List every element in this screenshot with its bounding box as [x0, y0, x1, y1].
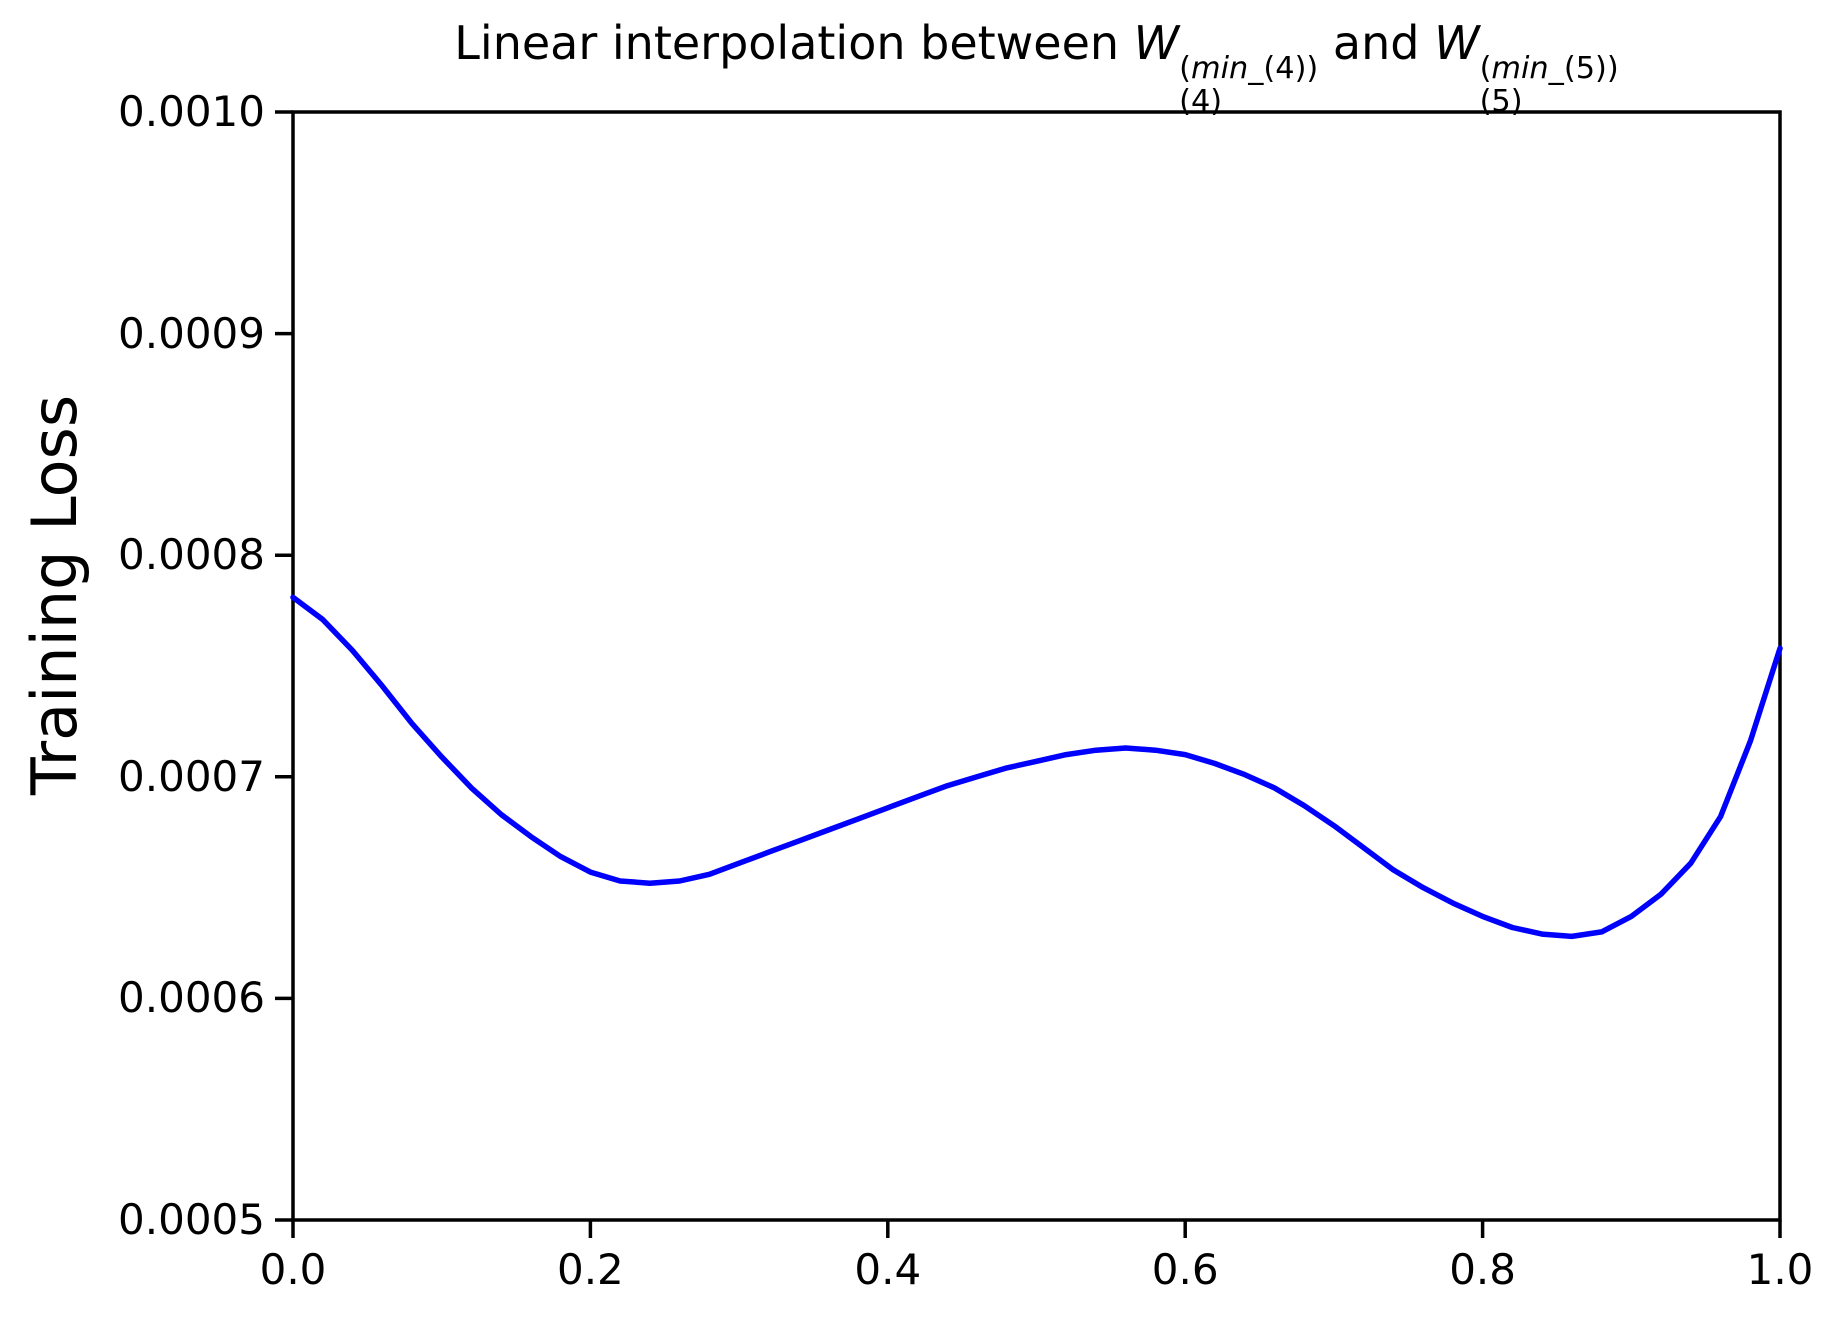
- title-w4-sub: (4): [1179, 83, 1223, 119]
- chart-title: Linear interpolation between W (min_(4))(…: [293, 18, 1780, 118]
- y-tick-label: 0.0009: [118, 308, 265, 358]
- title-w4-scripts: (min_(4)) (4): [1179, 50, 1319, 119]
- y-tick-label: 0.0007: [118, 751, 265, 801]
- axes-spines: [291, 110, 1782, 1222]
- title-w4-term: W (min_(4)) (4): [1133, 16, 1319, 118]
- y-tick-label: 0.0010: [118, 87, 265, 136]
- title-w5-base: W: [1434, 16, 1480, 70]
- y-tick-label: 0.0006: [118, 973, 265, 1023]
- y-tick-label: 0.0008: [118, 530, 265, 580]
- x-tick-label: 1.0: [1746, 1245, 1814, 1294]
- title-w4-sup: (min_(4)): [1179, 50, 1319, 86]
- title-w5-term: W (min_(5)) (5): [1434, 16, 1619, 118]
- training-loss-curve: [290, 594, 1783, 940]
- title-w5-sup: (min_(5)): [1479, 50, 1619, 86]
- x-tick-label: 0.0: [259, 1245, 327, 1294]
- y-tick-label: 0.0005: [118, 1195, 265, 1244]
- x-tick-label: 0.6: [1151, 1245, 1219, 1294]
- x-tick-label: 0.8: [1449, 1245, 1516, 1294]
- title-w4-base: W: [1133, 16, 1180, 70]
- x-tick-label: 0.4: [854, 1245, 922, 1294]
- title-connector: and: [1318, 16, 1435, 70]
- title-w5-sub: (5): [1479, 83, 1523, 119]
- x-tick-label: 0.2: [556, 1245, 624, 1294]
- title-w5-scripts: (min_(5)) (5): [1479, 50, 1619, 119]
- title-prefix: Linear interpolation between: [454, 16, 1134, 70]
